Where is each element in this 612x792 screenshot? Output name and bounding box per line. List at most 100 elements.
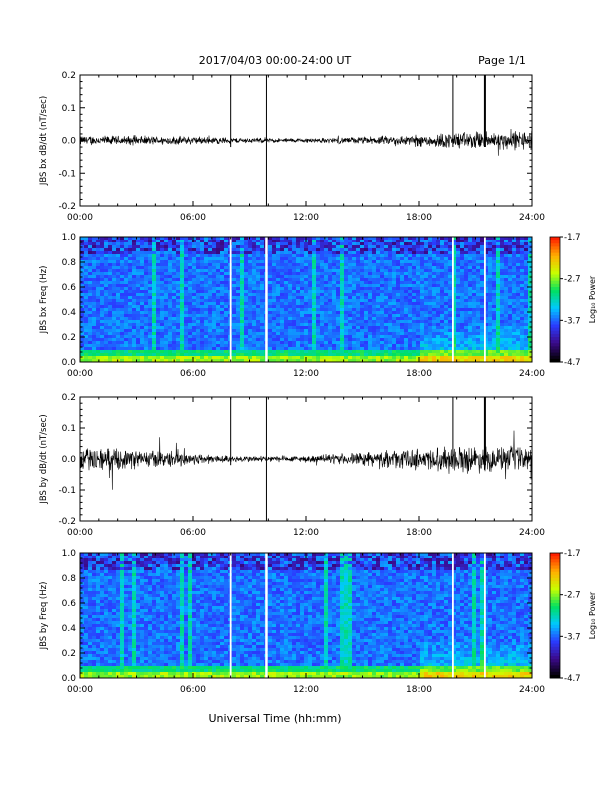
heatmap-cell — [380, 332, 384, 335]
heatmap-cell — [168, 320, 172, 323]
heatmap-cell — [492, 296, 496, 299]
heatmap-cell — [440, 287, 444, 290]
heatmap-cell — [440, 269, 444, 272]
heatmap-cell — [272, 320, 276, 323]
heatmap-cell — [448, 245, 452, 248]
heatmap-cell — [372, 344, 376, 347]
heatmap-cell — [256, 332, 260, 335]
heatmap-cell — [180, 311, 184, 314]
heatmap-cell — [516, 356, 520, 359]
heatmap-cell — [184, 350, 188, 353]
heatmap-cell — [312, 281, 316, 284]
heatmap-cell — [324, 314, 328, 317]
heatmap-cell — [252, 341, 256, 344]
heatmap-cell — [324, 275, 328, 278]
heatmap-cell — [120, 281, 124, 284]
heatmap-cell — [120, 254, 124, 257]
heatmap-cell — [276, 290, 280, 293]
heatmap-cell — [368, 266, 372, 269]
heatmap-cell — [188, 287, 192, 290]
heatmap-cell — [488, 302, 492, 305]
heatmap-cell — [120, 248, 124, 251]
heatmap-cell — [140, 272, 144, 275]
heatmap-cell — [464, 245, 468, 248]
heatmap-cell — [384, 329, 388, 332]
heatmap-cell — [456, 281, 460, 284]
heatmap-cell — [496, 269, 500, 272]
heatmap-cell — [152, 275, 156, 278]
heatmap-cell — [328, 272, 332, 275]
heatmap-cell — [80, 269, 84, 272]
heatmap-cell — [164, 299, 168, 302]
heatmap-cell — [112, 275, 116, 278]
heatmap-cell — [208, 323, 212, 326]
heatmap-cell — [452, 263, 456, 266]
heatmap-cell — [104, 341, 108, 344]
heatmap-cell — [328, 329, 332, 332]
heatmap-cell — [160, 347, 164, 350]
heatmap-cell — [132, 341, 136, 344]
heatmap-cell — [136, 287, 140, 290]
heatmap-cell — [248, 347, 252, 350]
heatmap-cell — [524, 290, 528, 293]
heatmap-cell — [144, 308, 148, 311]
heatmap-cell — [484, 356, 488, 359]
heatmap-cell — [168, 353, 172, 356]
heatmap-cell — [472, 335, 476, 338]
heatmap-cell — [460, 326, 464, 329]
heatmap-cell — [348, 320, 352, 323]
heatmap-cell — [188, 356, 192, 359]
heatmap-cell — [344, 237, 348, 240]
heatmap-cell — [376, 332, 380, 335]
heatmap-cell — [360, 281, 364, 284]
heatmap-cell — [236, 356, 240, 359]
heatmap-cell — [344, 359, 348, 362]
heatmap-cell — [208, 281, 212, 284]
heatmap-cell — [244, 278, 248, 281]
heatmap-cell — [436, 266, 440, 269]
heatmap-cell — [448, 359, 452, 362]
heatmap-cell — [360, 332, 364, 335]
heatmap-cell — [288, 314, 292, 317]
heatmap-cell — [144, 257, 148, 260]
heatmap-cell — [372, 284, 376, 287]
heatmap-cell — [236, 338, 240, 341]
heatmap-cell — [248, 293, 252, 296]
heatmap-cell — [312, 269, 316, 272]
heatmap-cell — [300, 338, 304, 341]
heatmap-cell — [396, 260, 400, 263]
heatmap-cell — [220, 287, 224, 290]
heatmap-cell — [336, 266, 340, 269]
heatmap-cell — [472, 293, 476, 296]
heatmap-cell — [492, 284, 496, 287]
heatmap-cell — [172, 254, 176, 257]
heatmap-cell — [332, 353, 336, 356]
heatmap-cell — [100, 308, 104, 311]
heatmap-cell — [380, 269, 384, 272]
heatmap-cell — [440, 308, 444, 311]
heatmap-cell — [88, 332, 92, 335]
heatmap-cell — [128, 359, 132, 362]
heatmap-cell — [212, 296, 216, 299]
heatmap-cell — [300, 275, 304, 278]
heatmap-cell — [120, 341, 124, 344]
heatmap-cell — [268, 251, 272, 254]
heatmap-cell — [476, 293, 480, 296]
heatmap-cell — [416, 260, 420, 263]
heatmap-cell — [284, 278, 288, 281]
heatmap-cell — [376, 335, 380, 338]
heatmap-cell — [380, 242, 384, 245]
heatmap-cell — [460, 257, 464, 260]
heatmap-cell — [144, 341, 148, 344]
heatmap-cell — [184, 266, 188, 269]
heatmap-cell — [492, 281, 496, 284]
heatmap-cell — [252, 260, 256, 263]
heatmap-cell — [196, 237, 200, 240]
heatmap-cell — [268, 293, 272, 296]
heatmap-cell — [252, 275, 256, 278]
heatmap-cell — [316, 302, 320, 305]
heatmap-cell — [212, 251, 216, 254]
heatmap-cell — [88, 335, 92, 338]
heatmap-cell — [164, 329, 168, 332]
heatmap-cell — [284, 239, 288, 242]
